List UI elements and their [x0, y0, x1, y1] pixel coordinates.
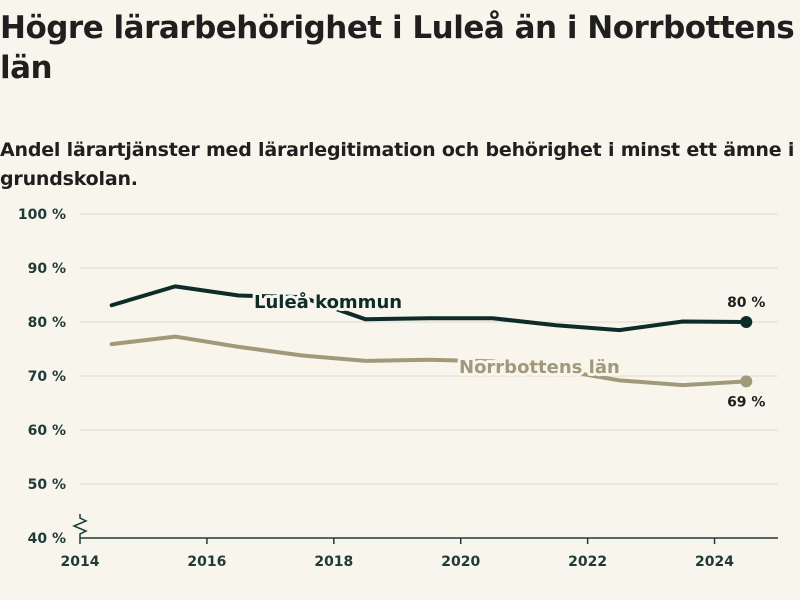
series-label-norrbotten: Norrbottens län	[459, 357, 620, 378]
series-label-lulea: Luleå kommun	[254, 291, 402, 313]
x-tick-label: 2018	[314, 554, 353, 570]
y-tick-label: 90 %	[28, 261, 66, 277]
x-axis: 2014 2016 2018 2020 2022 2024	[61, 537, 778, 570]
x-tick-label: 2016	[187, 554, 226, 570]
gridlines	[80, 213, 778, 485]
end-point-marker	[740, 316, 753, 328]
series-line-lulea	[109, 284, 749, 333]
chart-subtitle: Andel lärartjänster med lärarlegitimatio…	[0, 139, 795, 190]
x-tick-label: 2014	[61, 554, 100, 570]
y-tick-label: 70 %	[28, 369, 66, 385]
x-tick-label: 2024	[695, 554, 734, 570]
x-tick-label: 2020	[441, 554, 480, 570]
y-tick-label: 60 %	[28, 423, 66, 439]
y-tick-label: 40 %	[28, 531, 66, 547]
y-axis-tick-labels: 40 % 50 % 60 % 70 % 80 % 90 % 100 %	[18, 207, 66, 547]
x-tick-label: 2022	[568, 554, 607, 570]
end-point-marker	[740, 375, 753, 388]
y-tick-label: 80 %	[28, 315, 66, 331]
series-line-norrbotten	[109, 334, 749, 388]
chart-title: Högre lärarbehörighet i Luleå än i Norrb…	[0, 10, 795, 86]
y-axis-break-icon	[72, 514, 88, 538]
end-value-label: 80 %	[727, 295, 765, 311]
end-value-label: 69 %	[727, 394, 765, 410]
y-tick-label: 100 %	[18, 207, 66, 223]
y-tick-label: 50 %	[28, 477, 66, 493]
series-layer: Norrbottens län 69 % Luleå kommun 80 %	[109, 284, 765, 410]
axis-break-mark	[72, 514, 88, 538]
